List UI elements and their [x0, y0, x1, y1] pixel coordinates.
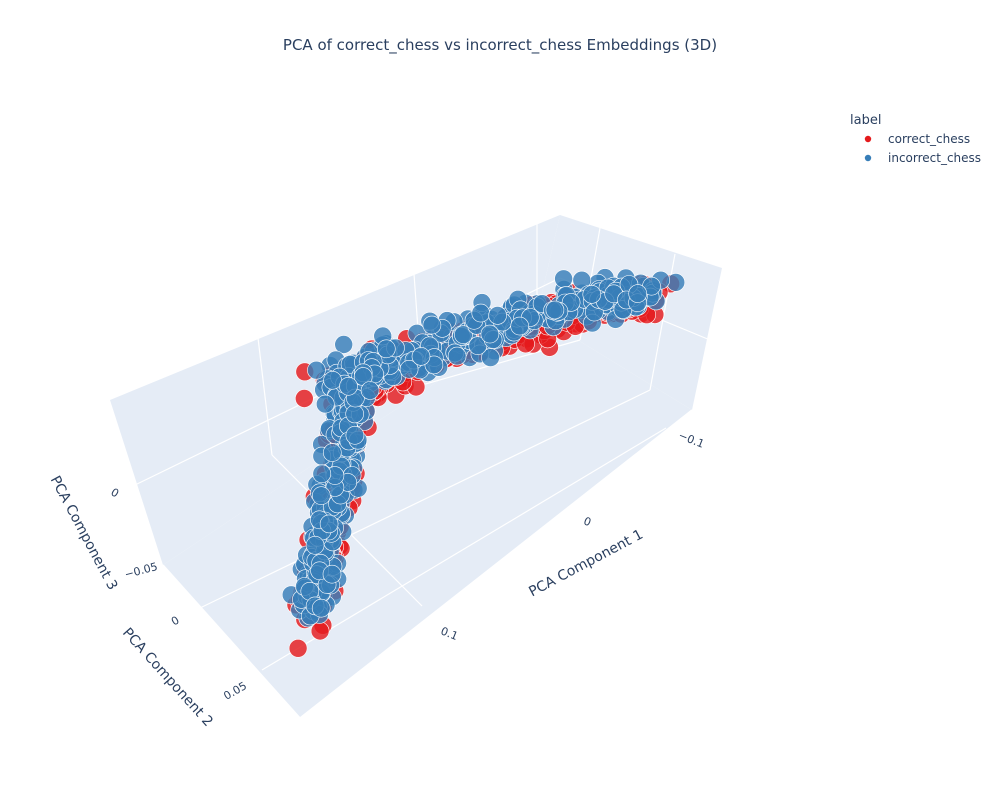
data-point-incorrect-chess[interactable]: [334, 335, 354, 354]
data-point-incorrect-chess[interactable]: [545, 300, 565, 320]
data-point-incorrect-chess[interactable]: [424, 355, 444, 375]
data-point-incorrect-chess[interactable]: [339, 376, 358, 396]
legend-title: label: [850, 113, 881, 128]
data-point-incorrect-chess[interactable]: [322, 564, 342, 584]
data-point-incorrect-chess[interactable]: [411, 347, 431, 366]
data-point-incorrect-chess[interactable]: [628, 284, 648, 303]
data-point-incorrect-chess[interactable]: [312, 464, 332, 484]
legend-label: incorrect_chess: [888, 151, 981, 165]
legend-label: correct_chess: [888, 132, 970, 146]
scatter-points[interactable]: [281, 268, 686, 658]
data-point-incorrect-chess[interactable]: [319, 514, 339, 534]
x-tick-label: −0.1: [676, 429, 706, 451]
data-point-incorrect-chess[interactable]: [422, 315, 442, 335]
data-point-incorrect-chess[interactable]: [315, 394, 335, 414]
data-point-incorrect-chess[interactable]: [554, 269, 573, 289]
legend-item-incorrect-chess[interactable]: incorrect_chess: [864, 151, 981, 165]
data-point-incorrect-chess[interactable]: [399, 359, 419, 379]
z-axis-title: PCA Component 3: [47, 473, 121, 593]
y-axis-title: PCA Component 2: [119, 625, 216, 730]
legend-marker-incorrect-chess: [864, 154, 872, 162]
data-point-incorrect-chess[interactable]: [481, 348, 500, 367]
axis-edges: [162, 409, 693, 719]
data-point-incorrect-chess[interactable]: [510, 316, 530, 336]
data-point-incorrect-chess[interactable]: [488, 306, 507, 325]
legend[interactable]: label correct_chess incorrect_chess: [850, 113, 981, 165]
x-axis-title: PCA Component 1: [526, 527, 646, 601]
data-point-incorrect-chess[interactable]: [323, 370, 342, 390]
chart-title: PCA of correct_chess vs incorrect_chess …: [283, 36, 717, 55]
y-tick-label: 0: [169, 614, 182, 629]
data-point-incorrect-chess[interactable]: [307, 360, 326, 380]
data-point-incorrect-chess[interactable]: [311, 486, 331, 506]
data-point-incorrect-chess[interactable]: [345, 404, 365, 424]
x-tick-label: 0.1: [439, 624, 460, 643]
data-point-incorrect-chess[interactable]: [376, 339, 396, 359]
data-point-incorrect-chess[interactable]: [471, 303, 491, 323]
data-point-correct-chess[interactable]: [294, 389, 314, 408]
data-point-incorrect-chess[interactable]: [322, 443, 342, 462]
legend-marker-correct-chess: [864, 135, 872, 143]
data-point-incorrect-chess[interactable]: [582, 285, 602, 304]
data-point-incorrect-chess[interactable]: [360, 381, 380, 400]
data-point-incorrect-chess[interactable]: [311, 598, 331, 618]
data-point-incorrect-chess[interactable]: [480, 324, 500, 344]
legend-item-correct-chess[interactable]: correct_chess: [864, 132, 970, 146]
data-point-incorrect-chess[interactable]: [454, 325, 473, 345]
data-point-correct-chess[interactable]: [288, 638, 308, 658]
x-tick-label: 0: [582, 514, 593, 529]
data-point-incorrect-chess[interactable]: [305, 535, 325, 555]
data-point-incorrect-chess[interactable]: [345, 425, 365, 445]
y-tick-label: 0.05: [221, 679, 249, 703]
data-point-incorrect-chess[interactable]: [447, 346, 467, 366]
z-tick-label: 0: [108, 486, 121, 501]
z-tick-label: −0.05: [123, 560, 159, 581]
